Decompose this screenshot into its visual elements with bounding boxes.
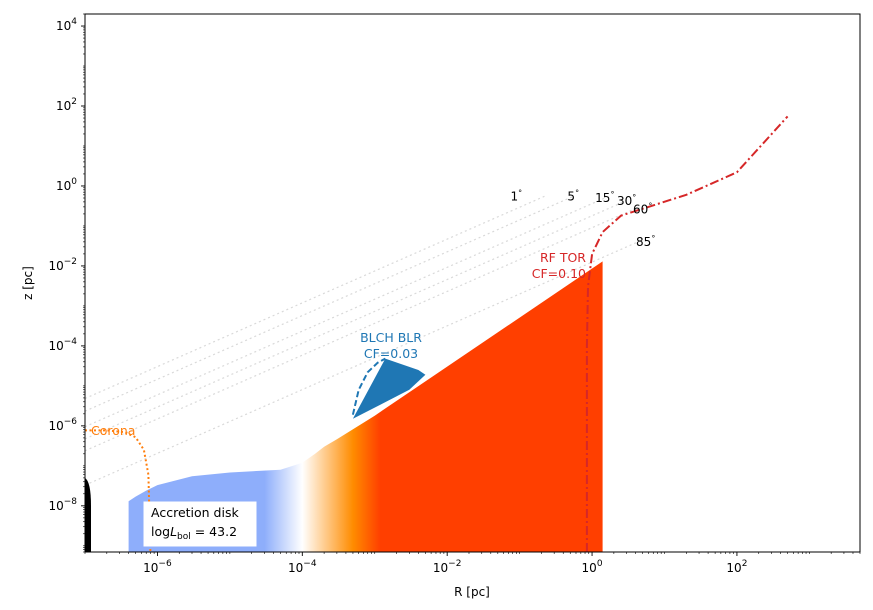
sightline-30deg [85, 200, 626, 440]
rf-tor-cf-label: CF=0.10 [532, 266, 586, 281]
accretion-disk-label: Accretion disk [151, 505, 239, 520]
sightline-60deg [85, 206, 640, 452]
blch-blr-region [352, 358, 426, 419]
sightline-5deg [85, 195, 574, 412]
y-axis-label: z [pc] [21, 266, 35, 300]
y-tick-label: 10−8 [48, 497, 77, 513]
accretion-disk-label-box: Accretion disk logLbol = 43.2 [143, 501, 257, 547]
x-tick-label: 10−6 [143, 559, 172, 575]
sightline-angle-label: 1° [510, 188, 522, 203]
black-hole-shape [85, 477, 91, 552]
x-axis-label: R [pc] [454, 585, 490, 599]
sightline-angle-label: 60° [633, 201, 652, 216]
blch-blr-cf-label: CF=0.03 [364, 346, 418, 361]
sightline-angle-label: 5° [567, 188, 579, 203]
rf-tor-curve [585, 115, 789, 552]
blch-blr-dashed-edge [351, 357, 386, 415]
y-tick-label: 10−6 [48, 417, 77, 433]
y-tick-label: 100 [56, 177, 77, 193]
rf-tor-label: RF TOR [540, 250, 586, 265]
x-tick-label: 10−2 [433, 559, 462, 575]
sightline-angle-label: 15° [595, 190, 614, 205]
sightlines [85, 195, 643, 486]
y-tick-label: 104 [56, 17, 77, 33]
x-tick-label: 102 [726, 559, 747, 575]
blch-blr-label: BLCH BLR [360, 330, 422, 345]
y-tick-label: 10−4 [48, 337, 77, 353]
sightline-angle-label: 85° [636, 234, 655, 249]
axes-frame [84, 13, 861, 553]
sightline-angle-label: 30° [617, 193, 636, 208]
x-tick-label: 10−4 [288, 559, 317, 575]
corona-label: Corona [91, 423, 135, 438]
sightline-85deg [85, 239, 643, 486]
accretion-disk-lbol: logLbol = 43.2 [151, 524, 237, 542]
sightline-1deg [85, 195, 545, 400]
sightline-angle-labels: 1° 5° 15° 30°60° 85° [510, 188, 655, 249]
y-tick-label: 102 [56, 97, 77, 113]
accretion-disk-region [128, 261, 603, 552]
x-tick-label: 100 [582, 559, 603, 575]
y-tick-label: 10−2 [48, 257, 77, 273]
axis-ticks: 10−6 10−4 10−2 100 102 10−8 10−6 10−4 10−2 100 102… [48, 13, 861, 575]
